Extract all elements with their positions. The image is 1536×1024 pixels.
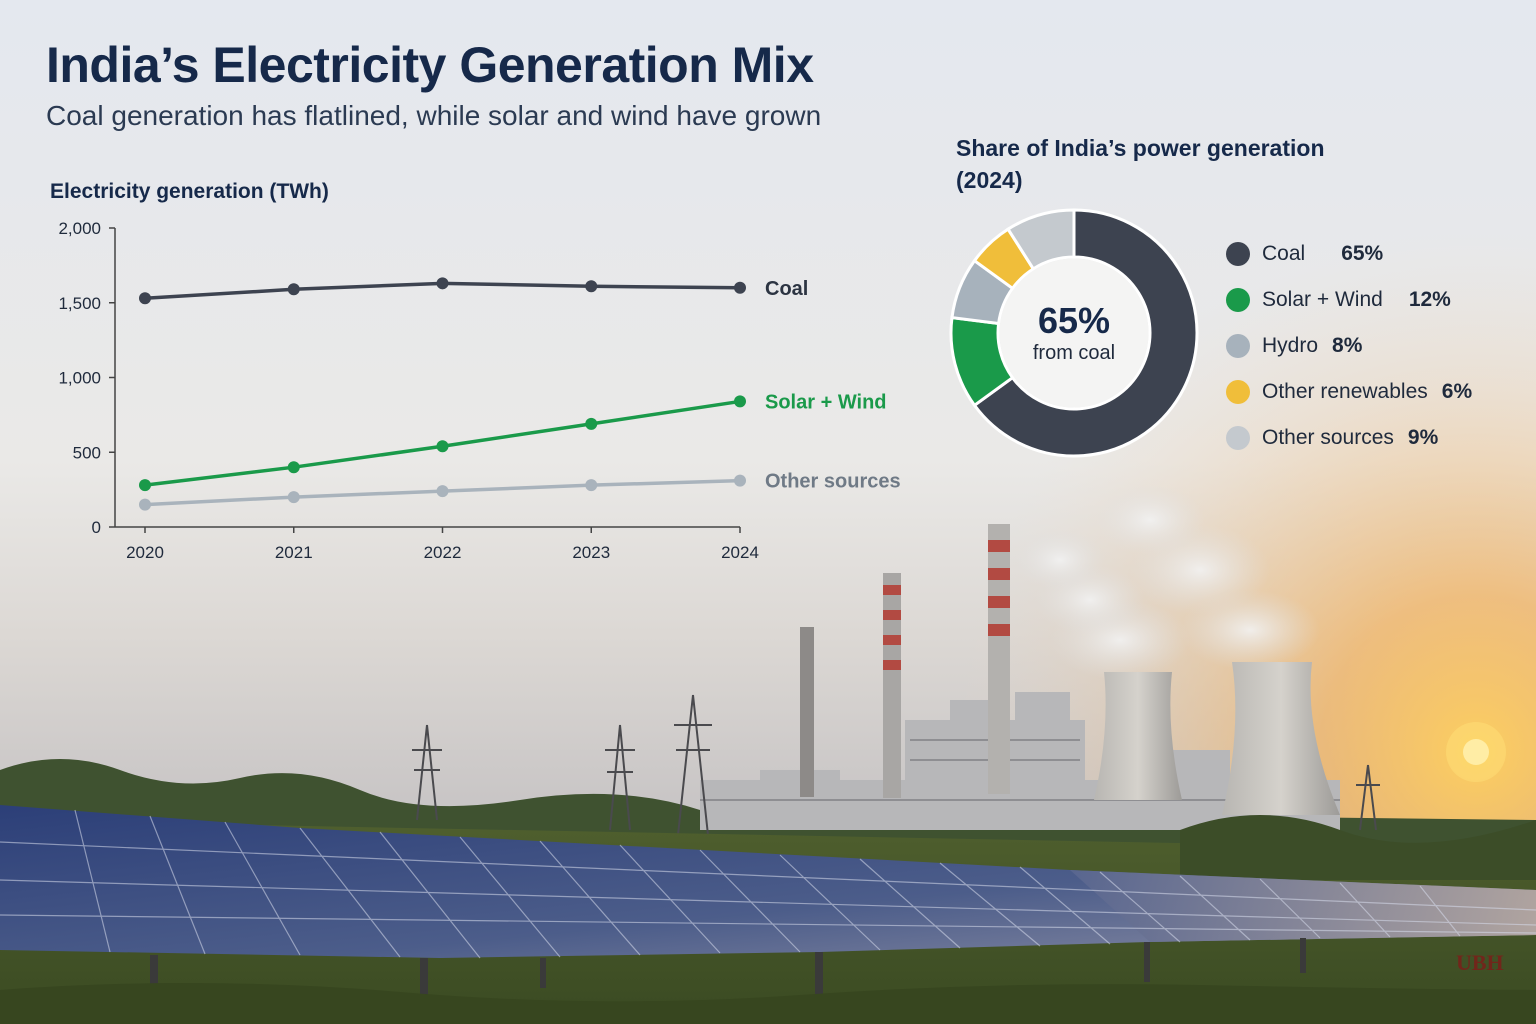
x-tick-label: 2021 <box>275 543 313 562</box>
x-tick-label: 2020 <box>126 543 164 562</box>
watermark-logo: UBH <box>1456 950 1504 975</box>
series-label: Other sources <box>765 471 901 493</box>
legend-swatch <box>1226 426 1250 450</box>
donut-center-label: from coal <box>1032 342 1116 364</box>
legend-label: Solar + Wind <box>1262 288 1383 311</box>
legend-value: 9% <box>1407 426 1439 449</box>
data-point <box>734 395 746 408</box>
page-subtitle: Coal generation has flatlined, while sol… <box>46 100 822 131</box>
x-tick-label: 2024 <box>721 543 759 562</box>
data-point <box>436 440 449 453</box>
data-point <box>585 479 598 492</box>
y-tick-label: 0 <box>92 518 101 537</box>
series-label: Coal <box>765 278 808 300</box>
data-point <box>139 479 151 492</box>
legend-item: Other renewables 6% <box>1226 374 1472 410</box>
data-point <box>734 281 746 294</box>
data-point <box>139 292 151 305</box>
legend-swatch <box>1226 380 1250 404</box>
data-point <box>585 417 598 430</box>
data-point <box>734 474 746 487</box>
data-point <box>436 277 449 290</box>
legend-label: Other renewables <box>1262 380 1428 403</box>
donut-slice <box>1006 208 1076 271</box>
data-point <box>436 485 449 498</box>
legend-label: Hydro <box>1262 334 1319 357</box>
donut-slice <box>972 208 1199 458</box>
legend-item: Solar + Wind 12% <box>1226 282 1451 318</box>
y-tick-label: 2,000 <box>58 219 101 238</box>
page-title: India’s Electricity Generation Mix <box>46 37 814 93</box>
legend-swatch <box>1226 334 1250 358</box>
series-label: Solar + Wind <box>765 391 887 413</box>
line-chart-title: Electricity generation (TWh) <box>50 180 329 203</box>
x-tick-label: 2023 <box>572 543 610 562</box>
data-point <box>139 498 151 511</box>
legend-item: Hydro 8% <box>1226 328 1362 364</box>
legend-value: 65% <box>1341 242 1384 265</box>
data-point <box>287 283 300 296</box>
legend-value: 6% <box>1441 380 1473 403</box>
y-tick-label: 500 <box>73 443 101 462</box>
legend-value: 12% <box>1408 288 1451 311</box>
data-point <box>287 461 300 474</box>
x-tick-label: 2022 <box>424 543 462 562</box>
donut-center-value: 65% <box>1037 300 1111 341</box>
data-point <box>585 280 598 293</box>
donut-hole <box>999 258 1149 408</box>
legend-swatch <box>1226 242 1250 266</box>
data-point <box>287 491 300 504</box>
legend-value: 8% <box>1332 334 1363 357</box>
y-tick-label: 1,000 <box>58 369 101 388</box>
y-tick-label: 1,500 <box>58 294 101 313</box>
legend-label: Other sources <box>1262 426 1394 449</box>
legend-swatch <box>1226 288 1250 312</box>
legend-item: Coal 65% <box>1226 236 1383 272</box>
legend-label: Coal <box>1262 242 1306 265</box>
donut-chart-title: Share of India’s power generation (2024) <box>956 135 1325 193</box>
legend-item: Other sources 9% <box>1226 420 1438 456</box>
